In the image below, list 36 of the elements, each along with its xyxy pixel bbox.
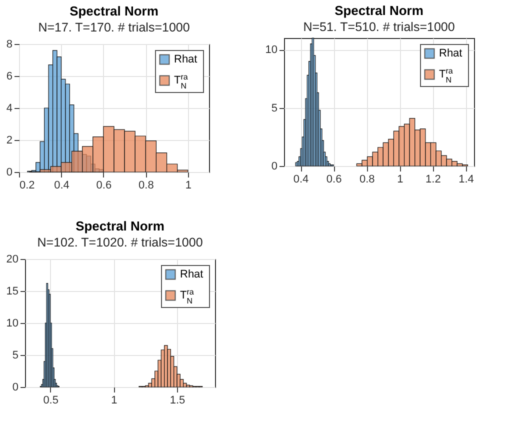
x-tick-label: 0.8 — [138, 180, 154, 192]
y-tick-label: 0 — [271, 160, 278, 172]
x-tick-label: 1 — [397, 174, 404, 186]
y-tick-label: 0 — [6, 166, 12, 178]
x-tick-label: 1 — [185, 180, 192, 192]
y-tick-label: 5 — [12, 350, 18, 362]
y-tick-label: 20 — [6, 254, 18, 266]
y-tick-label: 0 — [12, 382, 18, 394]
x-tick-label: 1.4 — [458, 174, 474, 186]
y-tick-label: 2 — [6, 134, 12, 146]
y-tick-label: 15 — [6, 286, 18, 298]
chart-subtitle: N=51. T=510. # trials=1000 — [303, 20, 455, 34]
y-tick-label: 8 — [6, 38, 12, 50]
y-tick-label: 6 — [6, 70, 12, 82]
y-tick-label: 4 — [6, 102, 12, 114]
x-tick-label: 0.5 — [43, 394, 58, 406]
chart-title: Spectral Norm — [334, 3, 424, 18]
x-tick-label: 0.6 — [326, 174, 342, 186]
chart-subtitle: N=17. T=170. # trials=1000 — [38, 20, 190, 34]
legend-label: Rhat — [180, 268, 204, 280]
x-tick-label: 0.4 — [54, 180, 70, 192]
x-tick-label: 1.2 — [426, 174, 441, 186]
y-tick-label: 10 — [265, 44, 278, 56]
x-tick-label: 1 — [111, 394, 118, 406]
legend-label: Rhat — [439, 48, 462, 60]
chart-title: Spectral Norm — [76, 218, 164, 234]
chart-subtitle: N=102. T=1020. # trials=1000 — [37, 236, 203, 250]
x-tick-label: 1.5 — [170, 394, 186, 406]
y-tick-label: 10 — [6, 318, 18, 330]
x-tick-label: 0.4 — [293, 174, 309, 186]
x-tick-label: 0.8 — [359, 174, 375, 186]
y-tick-label: 5 — [271, 102, 278, 114]
x-tick-label: 0.6 — [96, 180, 112, 192]
chart-title: Spectral Norm — [70, 4, 158, 18]
x-tick-label: 0.2 — [20, 180, 35, 192]
legend-label: Rhat — [174, 54, 198, 66]
